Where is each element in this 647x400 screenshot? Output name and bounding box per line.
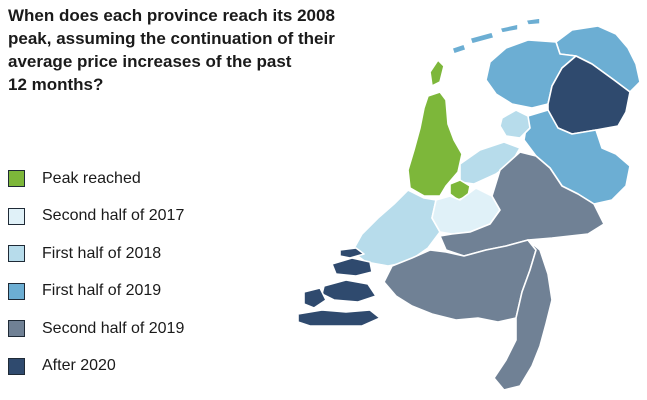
province-flevoland-northeast <box>499 109 531 139</box>
legend-swatch <box>8 207 25 225</box>
title-line-4: 12 months? <box>8 75 104 94</box>
legend-label: Second half of 2019 <box>42 319 185 337</box>
province-zeeland-walcheren <box>303 287 327 309</box>
map-title: When does each province reach its 2008 p… <box>8 4 368 96</box>
legend-item-second-half-2019: Second half of 2019 <box>8 310 184 348</box>
legend-label: Second half of 2017 <box>42 207 185 225</box>
legend: Peak reached Second half of 2017 First h… <box>8 160 184 385</box>
netherlands-province-map <box>297 17 641 391</box>
island-vlieland <box>451 43 467 55</box>
island-terschelling <box>469 31 495 45</box>
island-ameland <box>499 23 519 34</box>
legend-item-first-half-2018: First half of 2018 <box>8 235 184 273</box>
province-limburg <box>493 239 553 391</box>
legend-swatch <box>8 357 25 375</box>
legend-item-peak-reached: Peak reached <box>8 160 184 198</box>
legend-label: First half of 2018 <box>42 244 162 262</box>
title-line-2: peak, assuming the continuation of their <box>8 29 335 48</box>
legend-item-after-2020: After 2020 <box>8 348 184 386</box>
legend-label: After 2020 <box>42 357 116 375</box>
legend-swatch <box>8 320 25 338</box>
legend-swatch <box>8 170 25 188</box>
title-line-3: average price increases of the past <box>8 52 292 71</box>
province-zeeland-goeree <box>339 247 365 259</box>
province-zeeland-beveland <box>321 279 377 303</box>
island-texel <box>429 59 445 87</box>
legend-item-second-half-2017: Second half of 2017 <box>8 198 184 236</box>
province-noord-holland <box>407 91 463 197</box>
province-zeeland-flanders <box>297 309 381 327</box>
legend-swatch <box>8 245 25 263</box>
province-zeeland-schouwen <box>331 257 373 277</box>
legend-label: First half of 2019 <box>42 282 162 300</box>
title-line-1: When does each province reach its 2008 <box>8 6 335 25</box>
legend-swatch <box>8 282 25 300</box>
legend-item-first-half-2019: First half of 2019 <box>8 273 184 311</box>
island-schiermonnikoog <box>525 17 541 26</box>
legend-label: Peak reached <box>42 169 141 187</box>
